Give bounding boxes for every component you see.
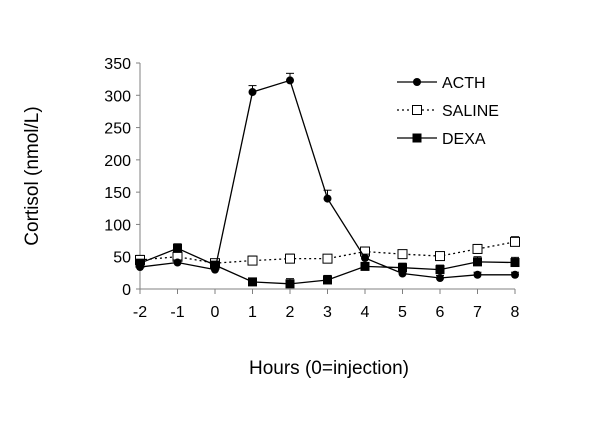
y-tick-label: 0 [122, 282, 131, 299]
x-tick-label: 2 [286, 304, 295, 321]
open-square-marker [435, 251, 445, 262]
y-tick-label: 200 [104, 153, 131, 170]
y-tick-label: 300 [104, 88, 131, 105]
legend-label: SALINE [442, 103, 499, 120]
open-square-marker [285, 253, 295, 264]
filled-square-marker [473, 257, 482, 267]
filled-square-marker [360, 261, 370, 271]
legend-label: ACTH [442, 75, 486, 92]
x-tick-label: -1 [170, 304, 184, 321]
filled-circle-marker [248, 88, 257, 97]
x-tick-label: 4 [361, 304, 370, 321]
filled-square-marker [173, 243, 182, 253]
filled-circle-marker [511, 270, 519, 279]
x-tick-label: 7 [473, 304, 482, 321]
legend-label: DEXA [442, 131, 486, 148]
x-tick-label: 8 [511, 304, 520, 321]
x-tick-label: 0 [211, 304, 220, 321]
filled-square-marker [510, 258, 520, 268]
series-saline [135, 236, 520, 269]
open-square-marker [247, 255, 258, 266]
y-tick-label: 350 [104, 56, 131, 73]
filled-circle-marker [398, 269, 407, 278]
filled-square-marker [248, 277, 257, 287]
y-tick-label: 100 [104, 217, 131, 234]
open-square-marker [397, 249, 408, 260]
open-square-marker [472, 243, 483, 254]
y-tick-label: 50 [113, 250, 131, 267]
filled-circle-marker [436, 274, 444, 283]
legend-item-dexa: DEXA [397, 131, 486, 148]
open-square-marker [322, 253, 333, 264]
axes: 0 50 100 150 200 250 300 350 -2 -1 0 1 2 3 4 5 6 7 8 [104, 56, 519, 321]
x-axis-title: Hours (0=injection) [249, 358, 409, 379]
filled-circle-marker [361, 254, 369, 263]
legend-item-saline: SALINE [397, 103, 499, 120]
filled-square-marker [323, 275, 332, 285]
x-tick-label: 3 [323, 304, 332, 321]
series-layer [135, 72, 520, 289]
x-tick-label: 5 [398, 304, 407, 321]
x-tick-label: 6 [436, 304, 445, 321]
x-tick-label: -2 [133, 304, 147, 321]
open-square-marker [510, 236, 520, 247]
filled-square-marker [210, 260, 220, 270]
x-tick-label: 1 [248, 304, 257, 321]
filled-square-marker [398, 263, 407, 273]
y-tick-label: 250 [104, 121, 131, 138]
filled-circle-marker [473, 270, 482, 279]
filled-circle-marker [413, 78, 421, 86]
filled-circle-marker [173, 258, 182, 267]
open-square-marker [412, 105, 422, 115]
filled-circle-marker [323, 194, 332, 203]
legend: ACTH SALINE DEXA [397, 75, 499, 148]
filled-square-marker [435, 265, 445, 275]
y-tick-label: 150 [104, 185, 131, 202]
series-acth [136, 72, 519, 283]
legend-item-acth: ACTH [397, 75, 486, 92]
y-axis-title: Cortisol (nmol/L) [22, 106, 43, 245]
filled-circle-marker [286, 76, 294, 85]
filled-square-marker [412, 133, 422, 143]
filled-circle-marker [136, 263, 144, 272]
filled-circle-marker [211, 265, 219, 274]
filled-square-marker [285, 279, 295, 289]
